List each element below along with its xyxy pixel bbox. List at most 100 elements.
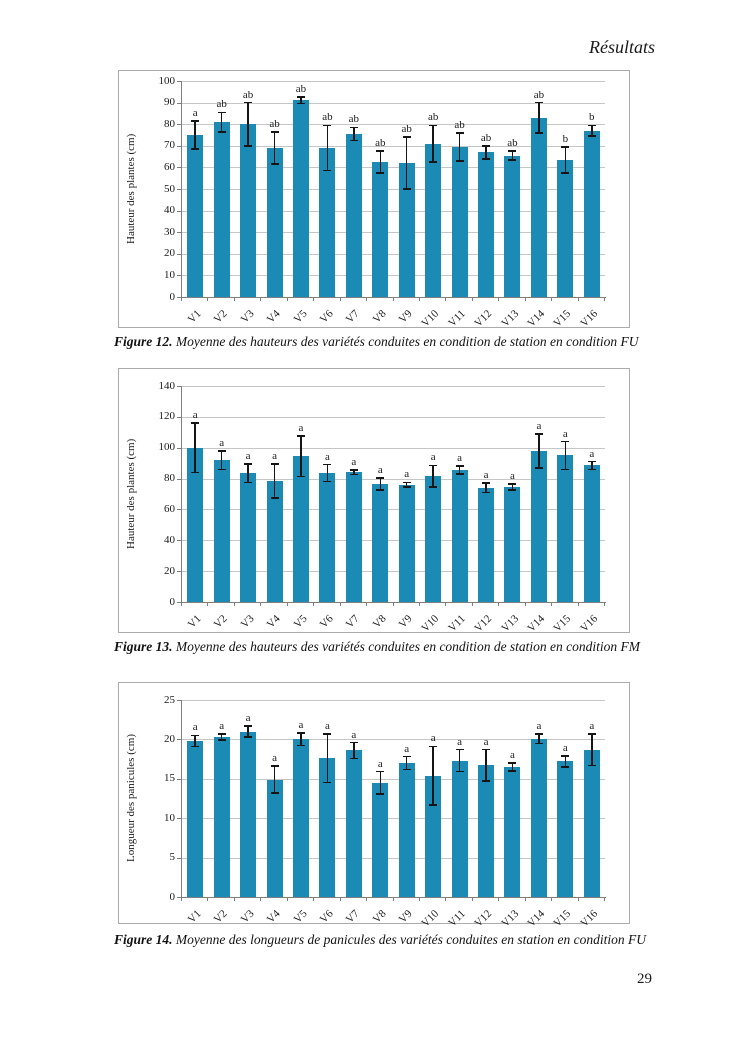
error-bar-cap — [482, 748, 491, 751]
error-bar-whisker — [194, 735, 196, 747]
sig-letter: a — [483, 735, 489, 748]
error-bar-whisker — [405, 482, 408, 488]
bar — [266, 480, 283, 602]
x-axis-line — [181, 602, 606, 603]
bar — [372, 782, 389, 897]
error-bar-cap — [376, 477, 385, 479]
error-bar-cap — [482, 780, 491, 782]
gridline — [182, 416, 605, 418]
error-bar-whisker — [300, 436, 302, 477]
gridline — [182, 540, 605, 542]
x-tick-mark — [577, 298, 579, 301]
error-bar-cap — [587, 468, 596, 471]
sig-letter: a — [483, 469, 489, 482]
error-bar-cap — [534, 433, 543, 435]
error-bar-cap — [270, 765, 279, 767]
bar — [425, 143, 442, 297]
x-tick-mark — [181, 603, 182, 606]
y-tick-label: 5 — [169, 851, 176, 864]
x-tick-mark — [418, 298, 420, 301]
error-bar-cap — [349, 741, 358, 744]
sig-letter: ab — [401, 123, 412, 136]
error-bar-cap — [349, 757, 358, 760]
error-bar-whisker — [300, 733, 302, 746]
error-bar-whisker — [379, 151, 382, 173]
sig-letter: a — [219, 436, 225, 449]
y-axis-line — [181, 81, 182, 298]
bar — [504, 487, 521, 602]
figure-12-caption: Figure 12. Moyenne des hauteurs des vari… — [114, 334, 674, 350]
y-tick-mark — [177, 145, 181, 147]
y-tick-mark — [177, 124, 181, 126]
y-tick-mark — [177, 778, 181, 780]
bar — [187, 740, 204, 897]
x-tick-mark — [207, 603, 209, 606]
error-bar-cap — [455, 748, 464, 751]
error-bar-cap — [244, 101, 253, 104]
sig-letter: ab — [322, 111, 333, 124]
x-tick-mark — [233, 603, 235, 606]
error-bar-cap — [296, 96, 305, 98]
bar — [557, 761, 574, 897]
error-bar-whisker — [485, 483, 487, 493]
error-bar-cap — [191, 422, 200, 424]
sig-letter: a — [404, 468, 410, 481]
error-bar-whisker — [326, 464, 329, 482]
sig-letter: ab — [348, 113, 360, 126]
x-tick-mark — [604, 603, 605, 606]
gridline — [182, 210, 605, 212]
error-bar-cap — [217, 739, 226, 741]
error-bar-cap — [455, 473, 464, 475]
sig-letter: ab — [216, 98, 227, 111]
error-bar-cap — [508, 762, 517, 764]
figure-caption-text: Moyenne des longueurs de panicules des v… — [172, 932, 647, 947]
bar — [372, 162, 389, 297]
gridline — [182, 778, 605, 780]
y-tick-label: 40 — [164, 533, 175, 546]
figure-caption-label: Figure 14. — [114, 932, 173, 947]
sig-letter: a — [192, 721, 198, 734]
gridline — [182, 818, 605, 820]
x-tick-label: V8 — [370, 307, 389, 326]
x-tick-mark — [366, 898, 368, 901]
gridline — [182, 167, 605, 169]
error-bar-cap — [455, 132, 464, 134]
x-tick-label: V4 — [264, 612, 283, 631]
y-tick-label: 20 — [164, 732, 175, 745]
x-tick-mark — [233, 298, 235, 301]
y-tick-label: 50 — [164, 182, 175, 195]
error-bar-cap — [323, 480, 332, 483]
bar — [292, 100, 309, 297]
error-bar-cap — [561, 172, 570, 174]
y-tick-label: 60 — [164, 502, 175, 515]
page-header: Résultats — [589, 37, 655, 57]
bar — [319, 147, 336, 297]
bar — [478, 487, 495, 602]
error-bar-cap — [191, 120, 200, 122]
bar — [240, 124, 257, 297]
error-bar-whisker — [247, 463, 249, 483]
error-bar-whisker — [405, 137, 408, 189]
x-tick-label: V16 — [578, 307, 601, 330]
gridline — [182, 386, 605, 387]
y-tick-label: 70 — [164, 139, 175, 152]
bar — [504, 766, 521, 897]
bar — [478, 765, 495, 897]
y-tick-label: 20 — [164, 247, 175, 260]
error-bar-whisker — [247, 726, 249, 738]
sig-letter: a — [219, 719, 225, 732]
bar — [504, 155, 521, 297]
error-bar-cap — [270, 131, 279, 133]
error-bar-whisker — [564, 146, 567, 173]
bar — [292, 739, 309, 897]
error-bar-cap — [244, 736, 253, 738]
error-bar-cap — [376, 150, 385, 152]
x-tick-mark — [366, 603, 368, 606]
bar — [530, 738, 547, 897]
error-bar-cap — [587, 124, 596, 127]
y-tick-label: 0 — [169, 595, 176, 608]
error-bar-cap — [534, 101, 543, 104]
x-tick-label: V10 — [419, 307, 442, 330]
bar — [345, 750, 362, 897]
x-tick-mark — [339, 898, 341, 901]
